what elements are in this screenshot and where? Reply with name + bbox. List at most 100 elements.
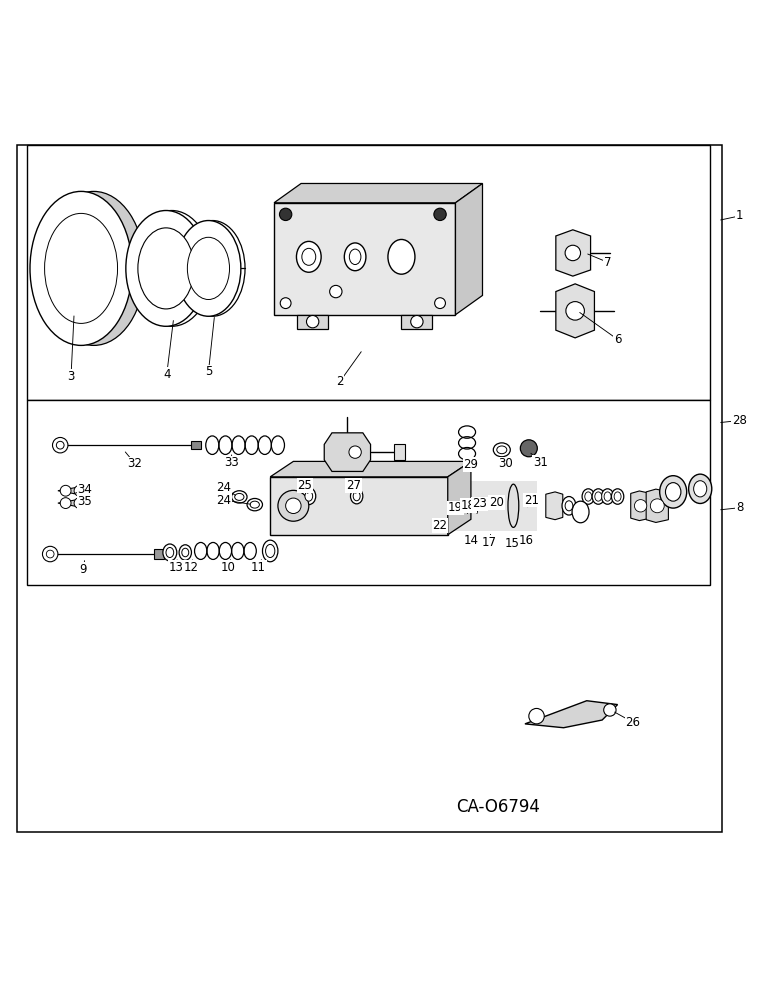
Text: 21: 21 xyxy=(523,493,539,506)
Text: 19: 19 xyxy=(448,501,463,514)
Polygon shape xyxy=(297,315,328,329)
Text: 24: 24 xyxy=(216,481,232,494)
Text: 24: 24 xyxy=(216,493,232,506)
Text: 22: 22 xyxy=(432,519,448,532)
Text: 3: 3 xyxy=(67,370,75,383)
Ellipse shape xyxy=(266,544,275,558)
Polygon shape xyxy=(546,492,563,520)
Ellipse shape xyxy=(344,243,366,271)
Ellipse shape xyxy=(188,237,229,300)
Text: 34: 34 xyxy=(77,483,93,496)
Polygon shape xyxy=(455,183,482,315)
Ellipse shape xyxy=(262,540,278,562)
Ellipse shape xyxy=(235,493,244,500)
Ellipse shape xyxy=(604,492,611,501)
Ellipse shape xyxy=(354,492,361,501)
Text: 11: 11 xyxy=(251,561,266,574)
Text: 26: 26 xyxy=(625,716,641,729)
Polygon shape xyxy=(324,433,371,471)
Ellipse shape xyxy=(126,211,206,326)
Bar xyxy=(452,481,537,531)
Ellipse shape xyxy=(166,547,174,558)
Text: 1: 1 xyxy=(736,209,743,222)
Ellipse shape xyxy=(601,489,614,504)
Polygon shape xyxy=(270,461,471,477)
Circle shape xyxy=(635,500,647,512)
Text: 29: 29 xyxy=(463,458,479,471)
Ellipse shape xyxy=(497,446,506,454)
Ellipse shape xyxy=(594,492,602,501)
Polygon shape xyxy=(27,145,710,400)
Ellipse shape xyxy=(302,248,316,265)
Ellipse shape xyxy=(182,548,188,557)
Bar xyxy=(191,441,201,449)
Ellipse shape xyxy=(614,492,621,501)
Polygon shape xyxy=(274,183,482,203)
Text: 15: 15 xyxy=(505,537,520,550)
Circle shape xyxy=(279,208,292,221)
Text: 35: 35 xyxy=(77,495,93,508)
Ellipse shape xyxy=(388,239,415,274)
Circle shape xyxy=(411,315,423,328)
Ellipse shape xyxy=(163,544,177,561)
Ellipse shape xyxy=(176,221,241,316)
Ellipse shape xyxy=(30,191,132,345)
Ellipse shape xyxy=(585,492,592,501)
Ellipse shape xyxy=(250,501,259,508)
Circle shape xyxy=(42,546,58,562)
Polygon shape xyxy=(270,477,448,535)
Polygon shape xyxy=(27,400,710,585)
Text: 12: 12 xyxy=(184,561,199,574)
Circle shape xyxy=(46,550,54,558)
Ellipse shape xyxy=(611,489,624,504)
Circle shape xyxy=(435,298,445,309)
Circle shape xyxy=(60,498,71,508)
Text: 23: 23 xyxy=(472,497,487,510)
Ellipse shape xyxy=(659,476,687,508)
Circle shape xyxy=(565,245,581,261)
Ellipse shape xyxy=(45,213,117,323)
Circle shape xyxy=(604,704,616,716)
Circle shape xyxy=(56,441,64,449)
Polygon shape xyxy=(17,145,722,832)
Ellipse shape xyxy=(592,489,604,504)
Ellipse shape xyxy=(582,489,594,504)
Polygon shape xyxy=(646,489,669,522)
Circle shape xyxy=(520,440,537,457)
Polygon shape xyxy=(631,491,651,521)
Text: CA-O6794: CA-O6794 xyxy=(456,798,540,816)
Polygon shape xyxy=(525,701,618,728)
Text: 33: 33 xyxy=(224,456,239,469)
Circle shape xyxy=(74,485,85,496)
Circle shape xyxy=(349,446,361,458)
Text: 13: 13 xyxy=(168,561,184,574)
Text: 16: 16 xyxy=(519,534,534,547)
Text: 32: 32 xyxy=(127,457,143,470)
Text: 30: 30 xyxy=(498,457,513,470)
Text: 31: 31 xyxy=(533,456,548,469)
Circle shape xyxy=(529,708,544,724)
Ellipse shape xyxy=(296,241,321,272)
Ellipse shape xyxy=(138,228,194,309)
Ellipse shape xyxy=(493,443,510,457)
Ellipse shape xyxy=(665,483,681,501)
Ellipse shape xyxy=(42,191,145,345)
Ellipse shape xyxy=(305,491,313,501)
Circle shape xyxy=(286,498,301,514)
Ellipse shape xyxy=(349,249,361,265)
Bar xyxy=(394,444,405,460)
Polygon shape xyxy=(556,284,594,338)
Polygon shape xyxy=(58,487,87,495)
Circle shape xyxy=(52,437,68,453)
Text: 6: 6 xyxy=(614,333,621,346)
Text: 25: 25 xyxy=(297,479,313,492)
Circle shape xyxy=(280,298,291,309)
Text: 20: 20 xyxy=(489,496,504,509)
Polygon shape xyxy=(448,461,471,535)
Ellipse shape xyxy=(350,488,363,504)
Text: 4: 4 xyxy=(163,368,171,381)
Polygon shape xyxy=(274,203,455,315)
Text: 7: 7 xyxy=(604,256,611,269)
Polygon shape xyxy=(401,315,432,329)
Circle shape xyxy=(434,208,446,221)
